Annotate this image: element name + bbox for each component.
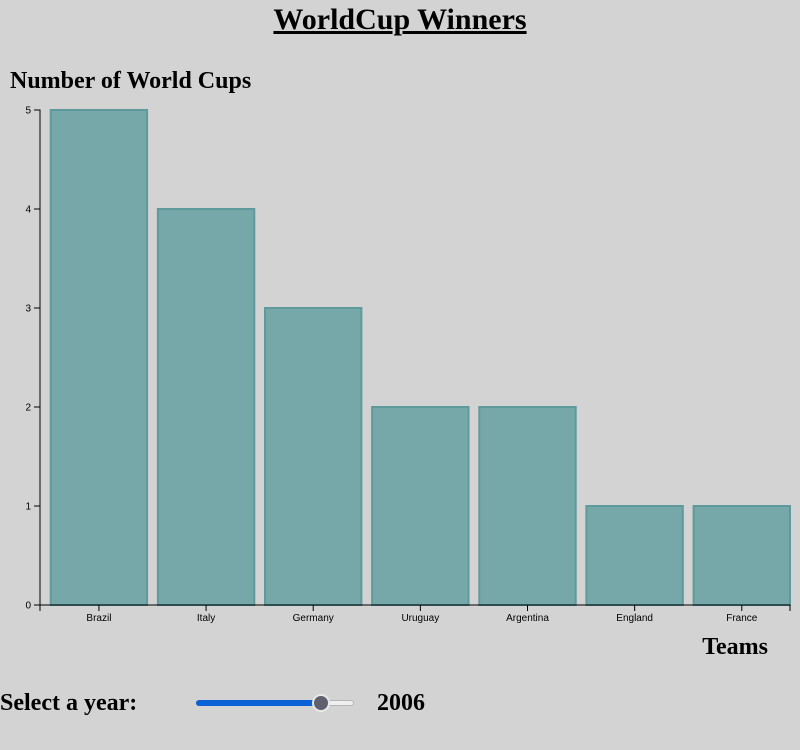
y-axis-line [34, 109, 41, 606]
page-title: WorldCup Winners [273, 3, 527, 36]
x-tick-label-brazil: Brazil [86, 613, 111, 624]
bar-brazil [49, 109, 149, 606]
x-tick-label-uruguay: Uruguay [401, 613, 439, 624]
bar-uruguay [371, 406, 470, 606]
y-tick-label: 4 [25, 205, 31, 216]
bar-germany [264, 307, 363, 606]
x-axis: Brazil Italy Germany Uruguay Argentina Englan… [39, 604, 791, 624]
y-axis: 0 1 2 3 4 5 [25, 106, 41, 612]
x-tick-label-italy: Italy [197, 613, 215, 624]
slider-fill [196, 700, 321, 706]
selected-year: 2006 [377, 690, 425, 716]
bar-chart: 0 1 2 3 4 5 Brazil Italy Germany Uruguay Argentin… [25, 106, 791, 624]
y-tick-label: 0 [25, 601, 31, 612]
year-controls: Select a year: 2006 [0, 686, 800, 720]
y-tick-label: 3 [25, 304, 31, 315]
x-tick-label-argentina: Argentina [506, 613, 549, 624]
y-tick-label: 1 [25, 502, 31, 513]
bar-argentina [478, 406, 577, 606]
x-tick-label-germany: Germany [293, 613, 334, 624]
bar-france [692, 505, 791, 606]
bar-italy [156, 208, 256, 606]
bars-group [49, 109, 791, 606]
slider-thumb[interactable] [311, 694, 330, 712]
y-tick-label: 5 [25, 106, 31, 117]
slider-label: Select a year: [0, 690, 138, 716]
x-axis-label: Teams [702, 634, 768, 660]
y-tick-label: 2 [25, 403, 31, 414]
x-axis-line [39, 604, 791, 611]
year-slider[interactable] [196, 694, 354, 712]
y-axis-label: Number of World Cups [10, 68, 252, 94]
x-tick-label-france: France [726, 613, 758, 624]
x-tick-label-england: England [616, 613, 653, 624]
bar-england [585, 505, 684, 606]
